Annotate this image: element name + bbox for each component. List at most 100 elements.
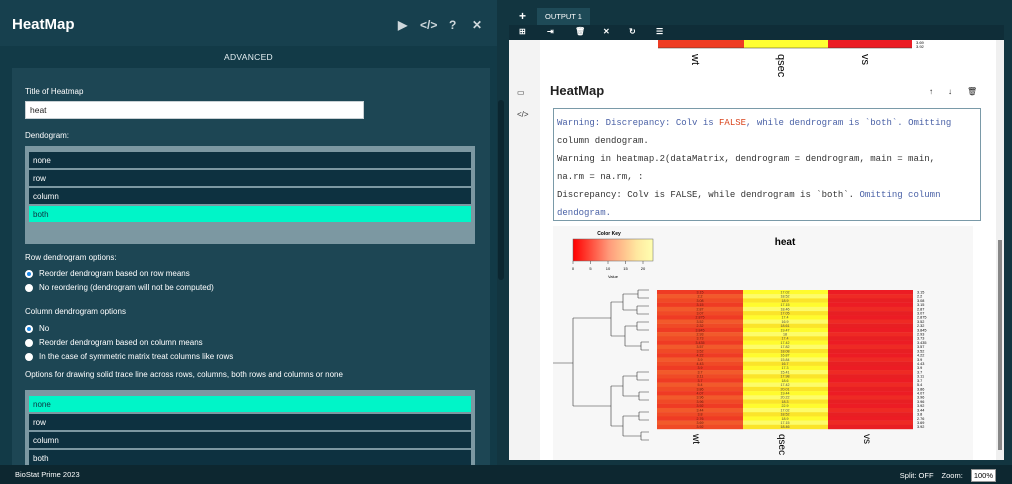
cell-value: 17.42 — [781, 383, 790, 387]
radio-icon[interactable] — [25, 338, 33, 347]
zoom-value[interactable]: 100% — [970, 469, 996, 482]
column-label-qsec: qsec — [776, 434, 787, 455]
cell-value: 18 — [783, 333, 787, 337]
column-label-wt: wt — [690, 433, 701, 444]
refresh-icon[interactable]: ↻ — [629, 27, 636, 36]
cell-value: 16.9 — [782, 320, 789, 324]
heatmap-cell — [657, 294, 743, 299]
cell-value: 3.69 — [697, 421, 704, 425]
trace-option-none[interactable]: none — [29, 396, 471, 412]
left-header: HeatMap ▶ </> ? ✕ — [0, 0, 497, 46]
color-key-tick-label: 10 — [606, 266, 611, 271]
help-icon[interactable]: ? — [449, 18, 457, 32]
heatmap-cell — [657, 315, 743, 320]
output-scrollbar[interactable] — [996, 40, 1004, 460]
list-icon[interactable]: ☰ — [656, 27, 664, 36]
row-dendro-reorder[interactable]: Reorder dendrogram based on row means — [25, 269, 190, 278]
scroll-thumb[interactable] — [998, 240, 1002, 450]
trace-option-both[interactable]: both — [29, 450, 471, 465]
radio-selected-icon[interactable] — [25, 324, 33, 333]
color-key-xlabel: Value — [608, 274, 619, 279]
status-bar: BioStat Prime 2023 Split: OFF Zoom: 100% — [0, 465, 1012, 484]
heatmap-cell — [828, 340, 913, 345]
row-label: 3.08 — [917, 299, 924, 303]
dendrogram-listbox[interactable]: none row column both — [25, 146, 475, 244]
cell-value: 3.86 — [697, 387, 704, 391]
row-label: 3.92 — [917, 404, 924, 408]
col-dendro-no[interactable]: No — [25, 324, 49, 333]
title-input[interactable] — [25, 101, 364, 119]
row-dendro-no-reorder[interactable]: No reordering (dendrogram will not be co… — [25, 283, 214, 292]
heatmap-cell — [828, 412, 913, 417]
heatmap-cell — [657, 416, 743, 421]
split-status[interactable]: Split: OFF — [899, 471, 934, 480]
cell-value: 4.43 — [697, 362, 704, 366]
cell-value: 18.52 — [781, 295, 790, 299]
dendrogram-option-none[interactable]: none — [29, 152, 471, 168]
heatmap-cell — [743, 382, 828, 388]
trace-option-row[interactable]: row — [29, 414, 471, 430]
color-key-tick-label: 15 — [623, 266, 628, 271]
heatmap-cell — [828, 361, 913, 367]
cell-value: 2.875 — [696, 316, 705, 320]
close-icon[interactable]: ✕ — [472, 18, 483, 32]
col-dendro-symmetric[interactable]: In the case of symmetric matrix treat co… — [25, 352, 233, 361]
code-icon[interactable]: </> — [517, 110, 529, 119]
heatmap-cell — [657, 298, 743, 303]
radio-selected-icon[interactable] — [25, 269, 33, 278]
cell-value: 17.4 — [782, 316, 789, 320]
heatmap-cell — [828, 395, 913, 400]
row-dendro-label: Row dendrogram options: — [25, 253, 117, 262]
heatmap-cell — [657, 323, 743, 329]
delete-icon[interactable]: 🗑 — [575, 27, 586, 36]
delete-output-icon[interactable]: 🗑 — [967, 87, 978, 96]
heatmap-cell — [657, 424, 743, 430]
left-scrollbar[interactable] — [498, 100, 504, 280]
row-label: 2.875 — [917, 316, 927, 320]
heatmap-cell — [657, 327, 743, 333]
clear-icon[interactable]: ✕ — [603, 27, 610, 36]
cell-value: 3.7 — [698, 379, 703, 383]
heatmap-cell — [657, 353, 743, 358]
heatmap-cell — [743, 374, 828, 379]
tab-output-1[interactable]: OUTPUT 1 — [537, 8, 590, 25]
heatmap-cell — [828, 298, 913, 303]
new-output-icon[interactable]: ⊞ — [519, 27, 526, 36]
output-block-icon[interactable]: ▭ — [517, 88, 525, 97]
row-label: 3.52 — [917, 349, 924, 353]
cell-value: 17.02 — [781, 408, 790, 412]
cell-value: 19.47 — [781, 328, 790, 332]
status-right: Split: OFF Zoom: 100% — [900, 469, 996, 482]
heatmap-cell — [657, 374, 743, 379]
row-label: 2.87 — [917, 307, 924, 311]
move-down-icon[interactable]: ↓ — [948, 87, 952, 96]
code-icon[interactable]: </> — [420, 18, 438, 32]
dendrogram-option-both[interactable]: both — [29, 206, 471, 222]
add-tab-icon[interactable]: + — [519, 9, 527, 23]
color-key-tick-label: 0 — [572, 266, 575, 271]
heatmap-cell — [657, 370, 743, 375]
dendrogram-option-row[interactable]: row — [29, 170, 471, 186]
dendrogram-option-column[interactable]: column — [29, 188, 471, 204]
export-icon[interactable]: ⇥ — [547, 27, 554, 36]
move-up-icon[interactable]: ↑ — [929, 87, 933, 96]
col-dendro-label: Column dendrogram options — [25, 307, 126, 316]
row-label: 3.96 — [917, 400, 924, 404]
output-toolbar: ⊞ ⇥ 🗑 ✕ ↻ ☰ — [509, 25, 1004, 40]
cell-value: 18.52 — [781, 413, 790, 417]
cell-value: 3.7 — [698, 370, 703, 374]
trace-listbox[interactable]: none row column both — [25, 390, 475, 465]
radio-icon[interactable] — [25, 283, 33, 292]
advanced-tab[interactable]: ADVANCED — [223, 52, 273, 62]
row-label: 2.32 — [917, 324, 924, 328]
play-icon[interactable]: ▶ — [398, 18, 408, 32]
heatmap-cell — [828, 391, 913, 396]
trace-option-column[interactable]: column — [29, 432, 471, 448]
heatmap-cell — [657, 344, 743, 350]
dendrogram-label: Dendogram: — [25, 131, 70, 140]
warn-text: Discrepancy: Colv is FALSE, while dendro… — [557, 190, 860, 200]
cell-value: 17.4 — [782, 337, 789, 341]
col-dendro-opt2-label: Reorder dendrogram based on column means — [39, 338, 203, 347]
radio-icon[interactable] — [25, 352, 33, 361]
col-dendro-reorder[interactable]: Reorder dendrogram based on column means — [25, 338, 203, 347]
